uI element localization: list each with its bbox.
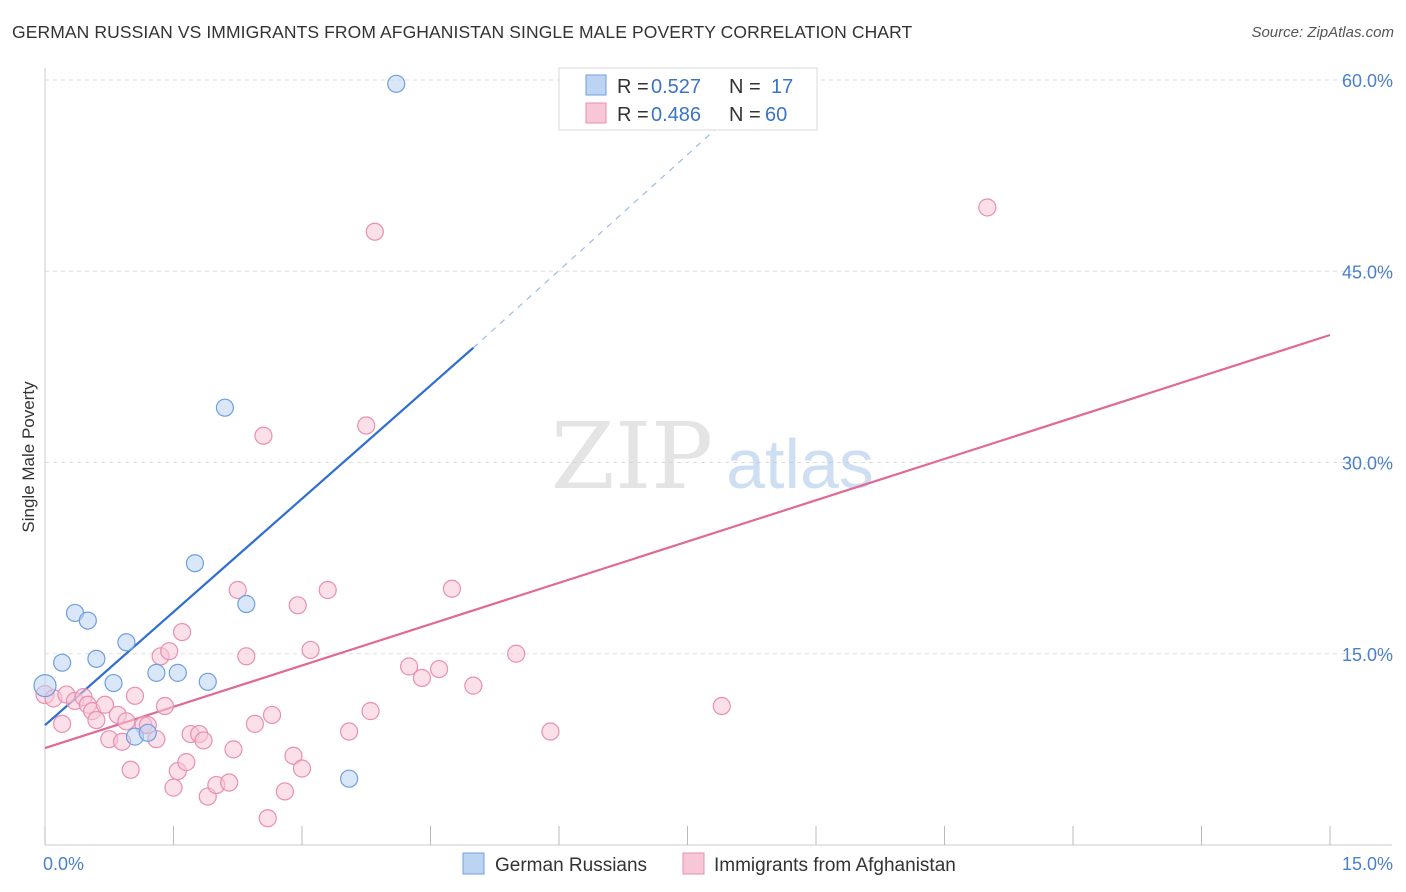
data-point xyxy=(185,554,205,573)
chart-title: GERMAN RUSSIAN VS IMMIGRANTS FROM AFGHAN… xyxy=(12,22,913,42)
bottom-legend-label-german-russians: German Russians xyxy=(495,855,647,876)
legend-swatch-immigrants-afghanistan xyxy=(585,102,607,124)
y-tick-labels: 15.0% 30.0% 45.0% 60.0% xyxy=(1342,71,1393,665)
data-point xyxy=(301,640,320,660)
data-point xyxy=(464,676,483,695)
data-point xyxy=(33,674,57,698)
data-point xyxy=(399,657,419,676)
data-point xyxy=(53,714,72,733)
data-point xyxy=(177,753,196,772)
data-point xyxy=(224,740,243,759)
legend-swatch-german-russians xyxy=(585,74,607,96)
y-axis-title: Single Male Poverty xyxy=(19,381,38,533)
data-point xyxy=(541,722,560,741)
data-point xyxy=(340,722,359,741)
legend-r-label-1: R = xyxy=(617,76,649,98)
data-point xyxy=(53,653,72,672)
data-point xyxy=(237,647,256,666)
data-points xyxy=(33,74,997,828)
data-point xyxy=(340,769,359,788)
legend-n-value-1: 17 xyxy=(771,76,793,98)
data-point xyxy=(275,782,294,801)
trend-lines xyxy=(44,92,1331,750)
data-point xyxy=(138,723,157,742)
bottom-legend: German Russians Immigrants from Afghanis… xyxy=(462,852,956,876)
data-point xyxy=(87,649,106,668)
legend-r-value-1: 0.527 xyxy=(651,76,701,98)
data-point xyxy=(245,714,264,733)
data-point xyxy=(978,198,997,217)
data-point xyxy=(78,611,97,630)
data-point xyxy=(164,778,183,797)
bottom-legend-label-immigrants-afghanistan: Immigrants from Afghanistan xyxy=(714,855,956,876)
data-point xyxy=(87,710,106,730)
x-tick-label: 15.0% xyxy=(1342,854,1393,874)
legend-r-label-2: R = xyxy=(617,104,649,126)
bottom-legend-swatch-german-russians xyxy=(462,852,485,875)
data-point xyxy=(95,695,115,714)
data-point xyxy=(168,663,187,682)
top-legend: R = 0.527 N = 17 R = 0.486 N = 60 xyxy=(558,67,818,131)
y-tick-label: 60.0% xyxy=(1342,71,1393,91)
watermark-zip: ZIP xyxy=(551,403,713,510)
data-point xyxy=(194,731,213,750)
data-point xyxy=(155,696,175,716)
data-point xyxy=(318,580,337,600)
data-point xyxy=(220,773,239,792)
data-point xyxy=(160,642,179,661)
data-point xyxy=(262,705,282,725)
data-point xyxy=(237,594,256,614)
data-point xyxy=(172,622,192,642)
trend-line-1 xyxy=(44,346,475,726)
watermark: ZIP atlas xyxy=(551,403,874,510)
trend-line-extension-1 xyxy=(472,92,757,349)
watermark-atlas: atlas xyxy=(726,425,874,503)
bottom-legend-swatch-immigrants-afghanistan xyxy=(682,852,705,875)
y-tick-label: 30.0% xyxy=(1342,454,1393,474)
data-point xyxy=(258,809,277,828)
data-point xyxy=(288,596,307,615)
y-tick-label: 45.0% xyxy=(1342,262,1393,282)
data-point xyxy=(125,686,145,705)
data-point xyxy=(292,759,312,778)
data-point xyxy=(365,222,384,241)
data-point xyxy=(361,702,380,721)
data-point xyxy=(117,712,136,731)
data-point xyxy=(104,673,123,693)
trend-line-2 xyxy=(44,333,1331,750)
data-point xyxy=(198,672,217,691)
data-point xyxy=(284,746,303,765)
legend-n-label-1: N = xyxy=(729,76,761,98)
data-point xyxy=(254,426,273,445)
source-label: Source: ZipAtlas.com xyxy=(1251,24,1394,41)
data-point xyxy=(507,644,526,663)
data-point xyxy=(147,663,166,682)
gridlines xyxy=(45,79,1392,655)
data-point xyxy=(429,659,449,679)
legend-n-label-2: N = xyxy=(729,104,761,126)
data-point xyxy=(117,633,136,652)
legend-n-value-2: 60 xyxy=(765,104,787,126)
x-tick-label: 0.0% xyxy=(43,854,84,874)
data-point xyxy=(387,74,406,93)
x-tick-labels: 0.0% 15.0% xyxy=(43,854,1393,874)
data-point xyxy=(412,668,432,688)
data-point xyxy=(121,760,140,779)
data-point xyxy=(357,416,376,435)
data-point xyxy=(215,398,234,417)
data-point xyxy=(442,579,462,598)
y-tick-label: 15.0% xyxy=(1342,645,1393,665)
legend-r-value-2: 0.486 xyxy=(651,104,701,126)
axes xyxy=(44,68,1392,846)
data-point xyxy=(228,580,247,600)
data-point xyxy=(712,696,731,716)
